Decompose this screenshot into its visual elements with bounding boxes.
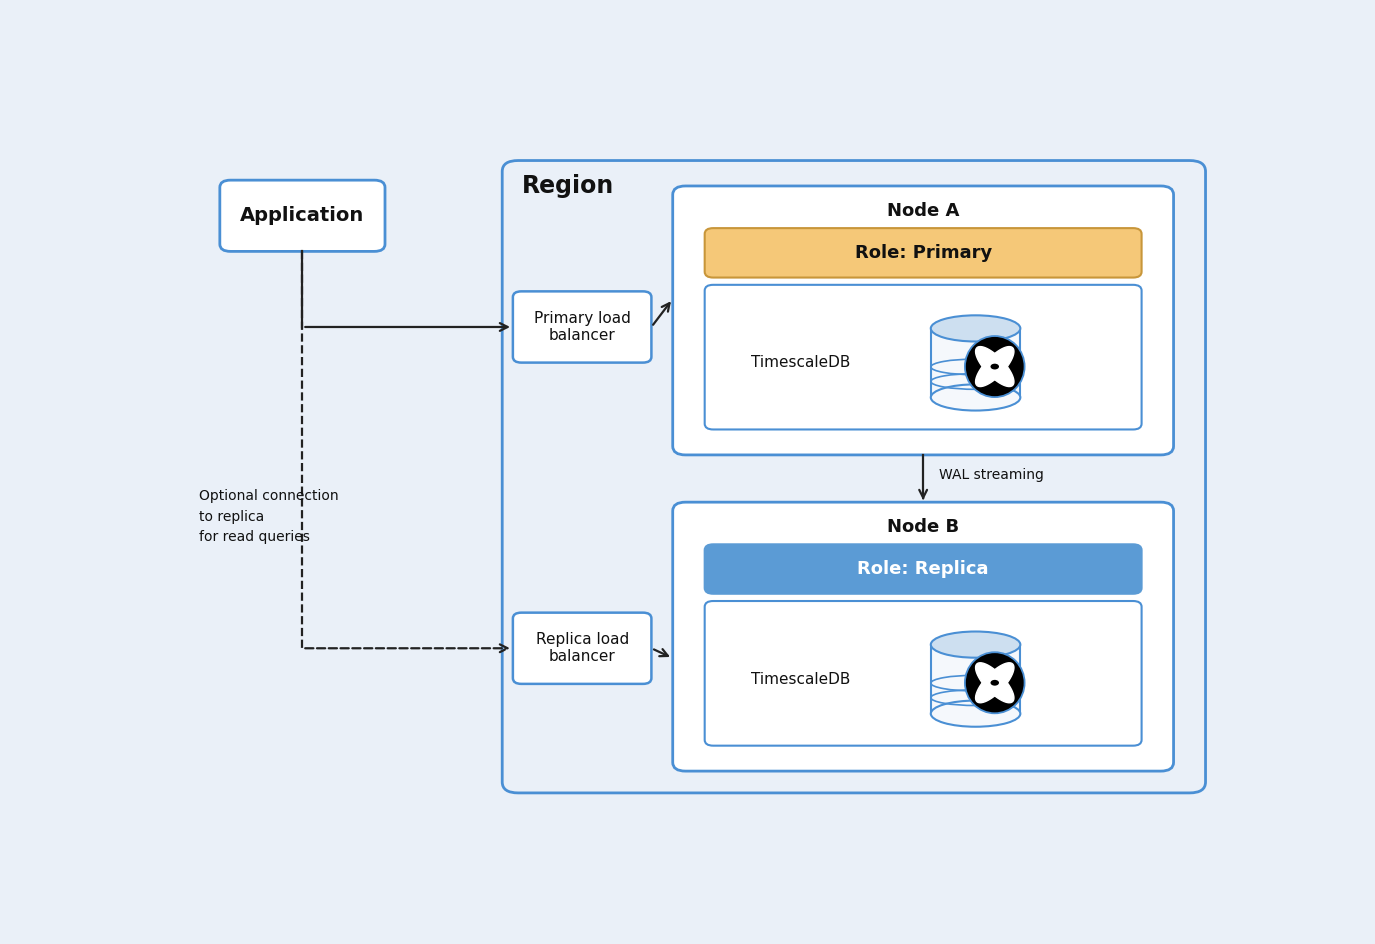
Polygon shape [976, 346, 1013, 386]
Polygon shape [976, 346, 1013, 387]
FancyBboxPatch shape [704, 228, 1141, 278]
Text: Node B: Node B [887, 518, 960, 536]
Text: TimescaleDB: TimescaleDB [751, 356, 851, 370]
Text: Node A: Node A [887, 202, 960, 220]
FancyBboxPatch shape [220, 180, 385, 251]
Text: Region: Region [521, 174, 613, 197]
FancyBboxPatch shape [704, 285, 1141, 430]
Text: TimescaleDB: TimescaleDB [751, 671, 851, 686]
Ellipse shape [931, 384, 1020, 411]
Ellipse shape [931, 632, 1020, 658]
FancyBboxPatch shape [502, 160, 1206, 793]
Ellipse shape [965, 652, 1024, 714]
Ellipse shape [931, 315, 1020, 342]
Ellipse shape [931, 700, 1020, 727]
FancyBboxPatch shape [513, 613, 652, 683]
Ellipse shape [965, 336, 1024, 397]
FancyBboxPatch shape [672, 502, 1173, 771]
FancyBboxPatch shape [704, 601, 1141, 746]
Polygon shape [976, 663, 1013, 702]
Ellipse shape [990, 363, 1000, 369]
FancyBboxPatch shape [513, 292, 652, 362]
Text: Role: Primary: Role: Primary [854, 244, 991, 261]
Polygon shape [976, 663, 1013, 702]
Bar [931, 329, 1020, 397]
FancyBboxPatch shape [672, 186, 1173, 455]
Text: Role: Replica: Role: Replica [858, 560, 989, 578]
Text: Optional connection
to replica
for read queries: Optional connection to replica for read … [198, 489, 338, 545]
Text: Primary load
balancer: Primary load balancer [534, 311, 631, 344]
Text: Application: Application [241, 207, 364, 226]
FancyBboxPatch shape [704, 545, 1141, 594]
Ellipse shape [990, 680, 1000, 685]
Bar [931, 645, 1020, 714]
Text: WAL streaming: WAL streaming [939, 468, 1044, 481]
Text: Replica load
balancer: Replica load balancer [535, 632, 628, 665]
